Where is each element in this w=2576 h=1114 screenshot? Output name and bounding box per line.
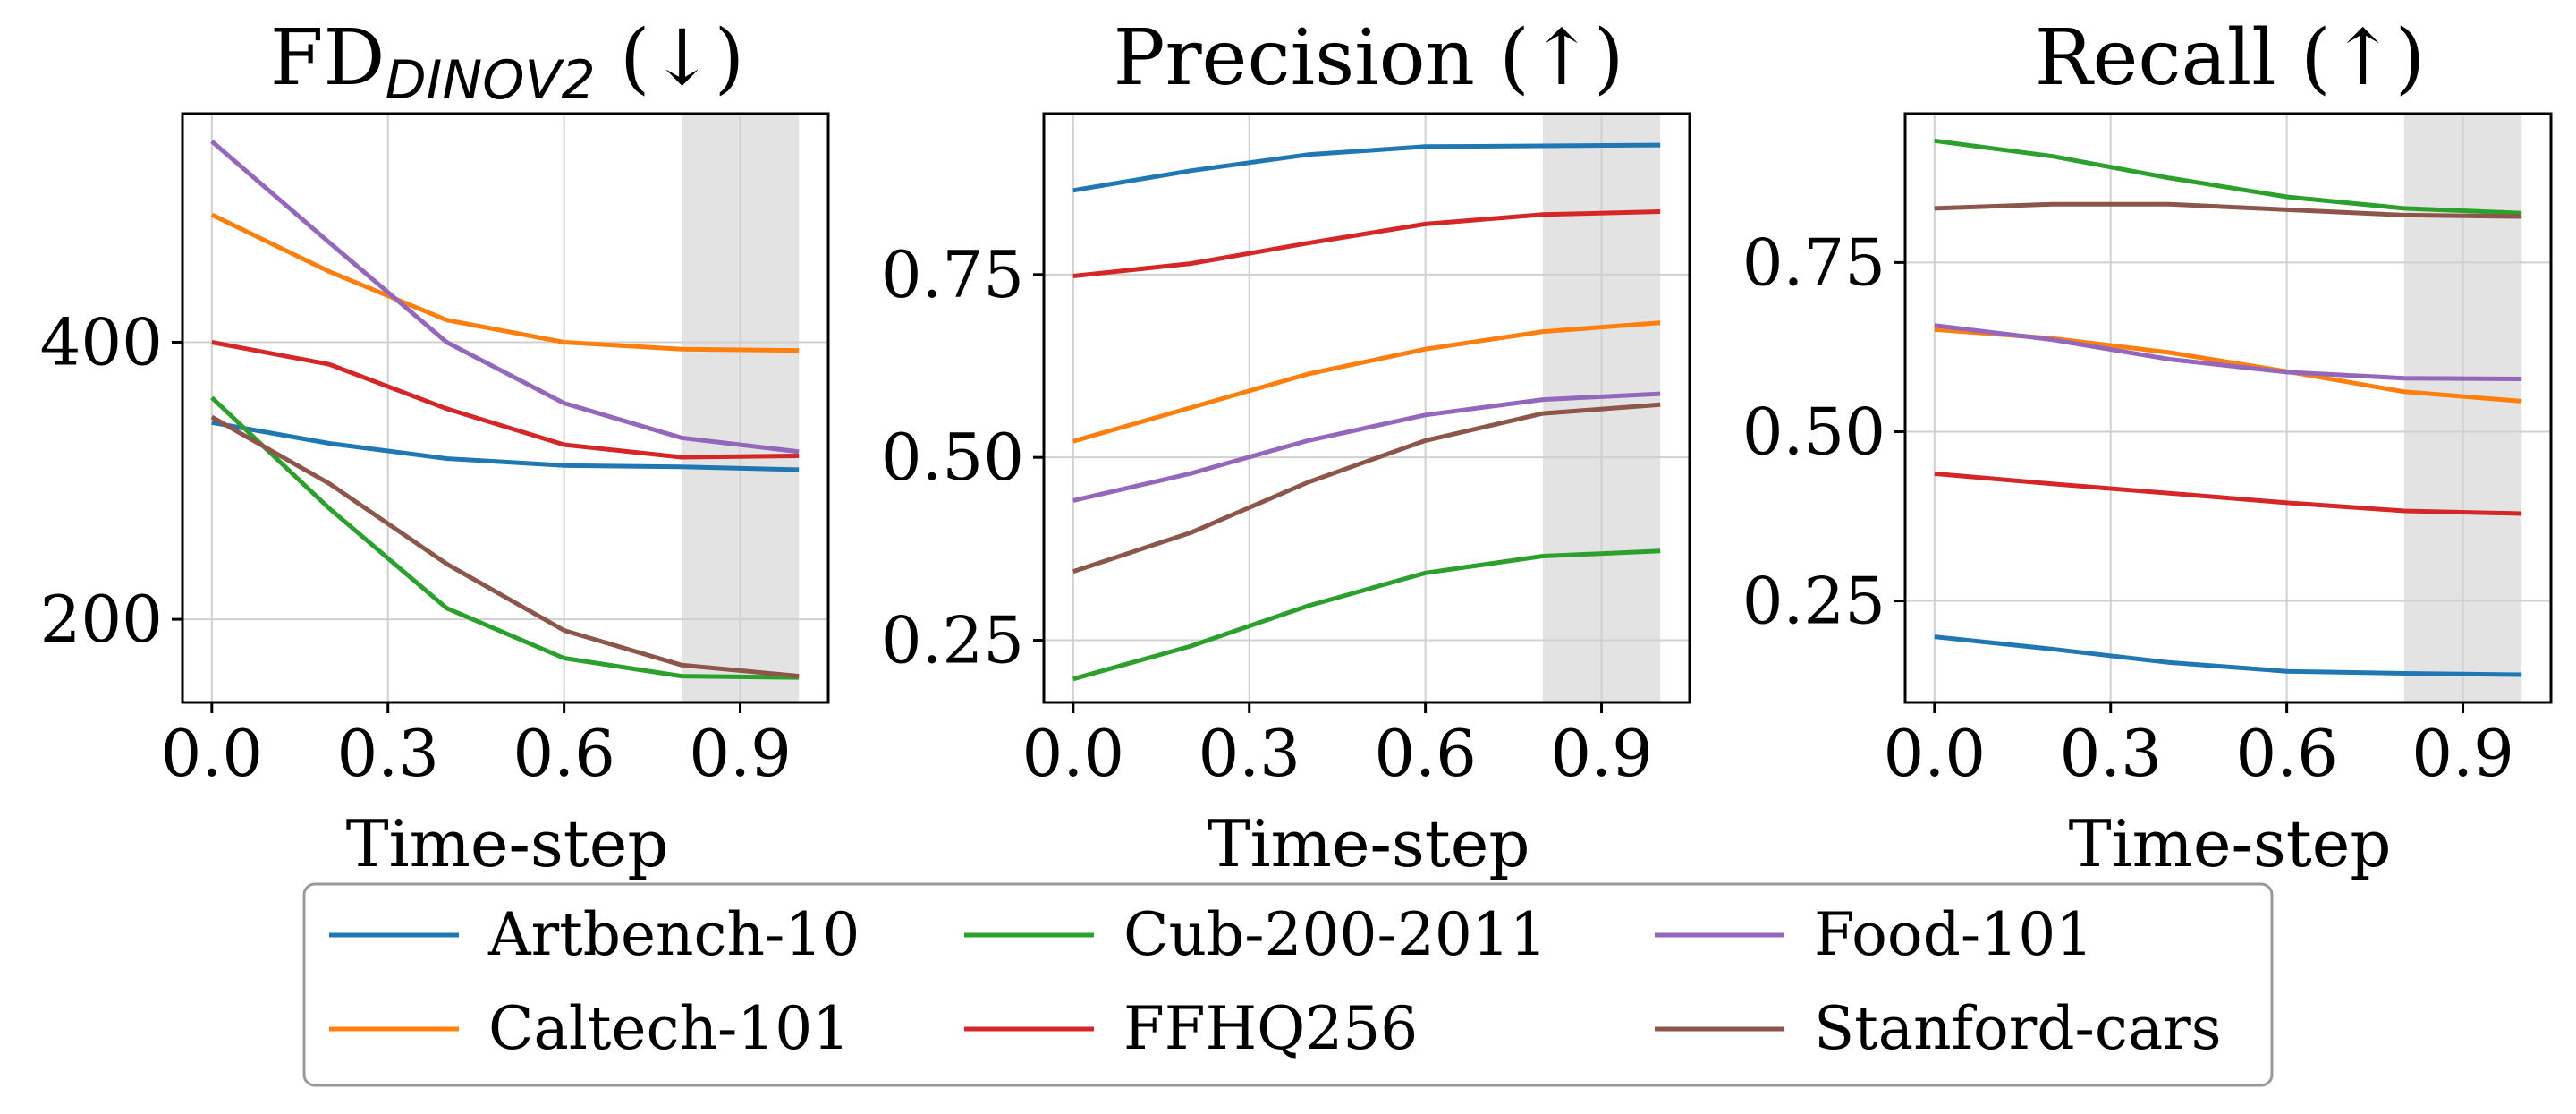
series-line-caltech-101	[210, 212, 800, 353]
y-tick-label: 0.25	[1742, 564, 1885, 639]
y-tick-label: 0.75	[1742, 225, 1885, 300]
panel-fd-dinov2: FDDINOV2 (↓) Time-step 0.0 0.3 0.6 0.9 200 40…	[40, 13, 830, 881]
panel-recall: Recall (↑) Time-step 0.0 0.3 0.6 0.9 0.25 0.5…	[1742, 13, 2553, 881]
legend-label: Caltech-101	[488, 994, 850, 1063]
x-tick-label: 0.0	[161, 716, 264, 791]
series-line-ffhq256	[211, 340, 800, 460]
x-tick-label: 0.6	[1374, 716, 1477, 791]
series-line-food-101	[1934, 323, 2522, 381]
series-line-ffhq256	[1072, 209, 1661, 278]
legend-label: Stanford-cars	[1814, 994, 2222, 1063]
x-tick-label: 0.0	[1022, 716, 1125, 791]
series-line-food-101	[1072, 391, 1661, 503]
legend-label: Cub-200-2011	[1123, 900, 1547, 969]
x-tick-label: 0.6	[513, 716, 615, 791]
series-line-caltech-101	[1072, 320, 1661, 444]
series-line-artbench-10	[211, 420, 800, 472]
x-tick-label: 0.3	[2059, 716, 2162, 791]
x-axis-label: Time-step	[2069, 806, 2392, 881]
y-tick-label: 0.25	[881, 603, 1024, 678]
x-axis-label: Time-step	[346, 806, 669, 881]
legend-label: Food-101	[1814, 900, 2093, 969]
legend-label: Artbench-10	[487, 900, 860, 969]
x-tick-label: 0.3	[1198, 716, 1301, 791]
x-tick-label: 0.0	[1884, 716, 1987, 791]
x-tick-label: 0.9	[2411, 716, 2514, 791]
panel-title: Precision (↑)	[1114, 13, 1624, 103]
legend-label: FFHQ256	[1123, 994, 1418, 1063]
series-line-stanford-cars	[210, 414, 800, 679]
axes-frame	[181, 112, 830, 704]
series-line-artbench-10	[1934, 634, 2522, 677]
series-line-cub-200-2011	[1934, 138, 2522, 216]
series-line-cub-200-2011	[1072, 548, 1661, 682]
y-tick-label: 0.50	[1742, 394, 1885, 469]
x-tick-label: 0.9	[689, 716, 792, 791]
panel-title: Recall (↑)	[2035, 13, 2426, 103]
axes-frame	[1042, 112, 1691, 704]
series-line-food-101	[210, 140, 800, 455]
series-line-stanford-cars	[1934, 201, 2522, 219]
series-line-artbench-10	[1072, 142, 1661, 193]
y-tick-label: 0.50	[881, 420, 1024, 495]
y-tick-label: 400	[40, 304, 163, 379]
series-line-cub-200-2011	[210, 395, 800, 680]
y-tick-label: 200	[40, 582, 163, 657]
axes-frame	[1903, 112, 2553, 704]
panel-title: FDDINOV2 (↓)	[270, 13, 744, 112]
x-axis-label: Time-step	[1208, 806, 1530, 881]
x-tick-label: 0.6	[2235, 716, 2338, 791]
x-tick-label: 0.3	[336, 716, 439, 791]
series-line-stanford-cars	[1072, 402, 1661, 574]
panel-precision: Precision (↑) Time-step 0.0 0.3 0.6 0.9 0.25…	[881, 13, 1691, 881]
y-tick-label: 0.75	[881, 237, 1024, 312]
legend: Artbench-10 Cub-200-2011 Food-101 Caltech-1…	[302, 882, 2274, 1087]
x-tick-label: 0.9	[1550, 716, 1653, 791]
series-line-ffhq256	[1934, 471, 2522, 516]
